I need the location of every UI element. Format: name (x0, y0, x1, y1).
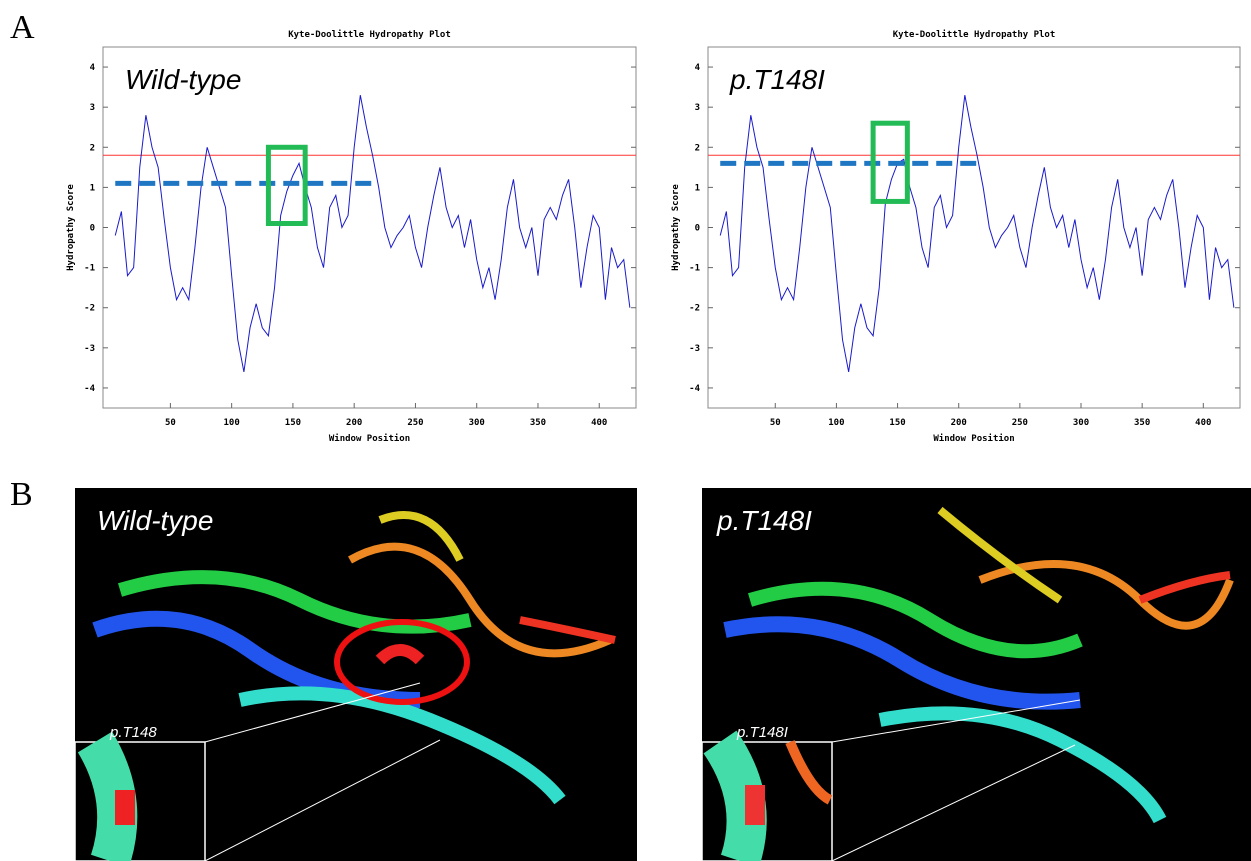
annotation: Wild-type (125, 64, 241, 95)
x-axis-label: Window Position (329, 433, 410, 444)
plot-frame (707, 46, 1241, 409)
y-tick-label: 4 (90, 63, 96, 73)
y-tick-label: 1 (695, 183, 700, 193)
y-tick-label: 2 (90, 143, 95, 153)
y-tick-label: 0 (695, 224, 700, 234)
y-tick-label: 4 (695, 63, 701, 73)
highlight-box (870, 120, 910, 204)
x-tick-label: 300 (469, 418, 485, 428)
x-tick-label: 400 (1195, 418, 1211, 428)
hydropathy-line (114, 95, 631, 372)
y-axis-label: Hydropathy Score (671, 184, 681, 271)
y-tick-label: 1 (90, 183, 95, 193)
y-tick-label: -1 (84, 264, 95, 274)
plot-frame (102, 46, 637, 409)
y-tick-label: -1 (689, 264, 700, 274)
x-tick-label: 250 (407, 418, 423, 428)
hydropathy-line (719, 95, 1235, 372)
x-tick-label: 250 (1012, 418, 1028, 428)
structure-title: p.T148I (716, 505, 812, 536)
x-tick-label: 400 (591, 418, 607, 428)
y-tick-label: 3 (90, 103, 95, 113)
x-tick-label: 300 (1073, 418, 1089, 428)
x-tick-label: 200 (951, 418, 967, 428)
chart-title: Kyte-Doolittle Hydropathy Plot (893, 29, 1056, 40)
x-tick-label: 350 (530, 418, 546, 428)
y-tick-label: -3 (689, 344, 700, 354)
y-tick-label: -2 (689, 304, 700, 314)
annotation: p.T148I (729, 64, 825, 95)
panel-label: A (10, 9, 35, 46)
y-tick-label: 3 (695, 103, 700, 113)
structure-wild-type (74, 488, 637, 861)
x-axis-label: Window Position (933, 433, 1014, 444)
y-axis-label: Hydropathy Score (66, 184, 76, 271)
x-tick-label: 100 (224, 418, 240, 428)
x-tick-label: 200 (346, 418, 362, 428)
y-tick-label: -4 (689, 384, 700, 394)
structure-mutant (701, 488, 1251, 861)
chart-title: Kyte-Doolittle Hydropathy Plot (288, 29, 451, 40)
highlight-box (265, 144, 308, 226)
y-tick-label: -3 (84, 344, 95, 354)
x-tick-label: 50 (770, 418, 781, 428)
x-tick-label: 100 (828, 418, 844, 428)
panel-label: B (10, 476, 33, 513)
y-tick-label: -4 (84, 384, 95, 394)
x-tick-label: 150 (285, 418, 301, 428)
x-tick-label: 50 (165, 418, 176, 428)
y-tick-label: 2 (695, 143, 700, 153)
structure-title: Wild-type (97, 505, 213, 536)
x-tick-label: 150 (889, 418, 905, 428)
x-tick-label: 350 (1134, 418, 1150, 428)
y-tick-label: -2 (84, 304, 95, 314)
y-tick-label: 0 (90, 224, 95, 234)
inset-label: p.T148I (736, 724, 788, 741)
inset-label: p.T148 (109, 724, 157, 741)
